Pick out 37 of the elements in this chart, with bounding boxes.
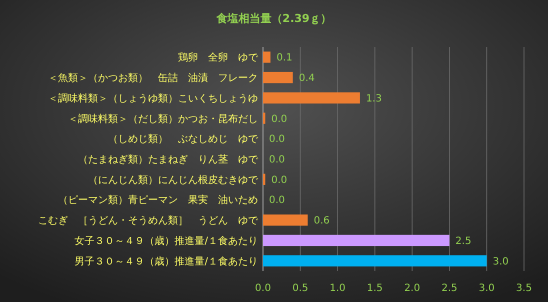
- bar: [263, 214, 308, 226]
- y-tick-label: 女子３０～４９（歳）推進量/１食あたり: [74, 234, 258, 247]
- data-label: 0.0: [269, 134, 285, 146]
- data-label: 0.0: [269, 195, 285, 206]
- data-label: 0.0: [271, 174, 288, 186]
- data-label: 0.0: [271, 114, 288, 125]
- y-tick-label: ＜調味料類＞（だし類）かつお・昆布だし: [68, 112, 258, 125]
- x-tick-label: 3.0: [478, 283, 495, 294]
- x-tick-label: 2.0: [404, 283, 420, 294]
- data-label: 2.5: [455, 236, 472, 247]
- data-label: 0.0: [269, 154, 285, 166]
- y-tick-label: ＜魚類＞（かつお類） 缶詰 油漬 フレーク: [48, 72, 258, 84]
- bar: [263, 92, 360, 104]
- x-tick-label: 1.5: [366, 283, 383, 294]
- y-tick-label: ＜調味料類＞（しょうゆ類）こいくちしょうゆ: [48, 92, 258, 104]
- x-tick-label: 3.5: [516, 283, 532, 294]
- bar: [263, 234, 450, 246]
- data-label: 0.1: [276, 52, 292, 64]
- x-tick-label: 1.0: [330, 283, 346, 294]
- data-label: 0.6: [314, 216, 330, 227]
- bar: [263, 255, 487, 266]
- y-tick-label: こむぎ ［うどん・そうめん類］ うどん ゆで: [38, 214, 259, 227]
- x-tick-label: 0.5: [292, 283, 308, 294]
- chart-title: 食塩相当量（2.39ｇ）: [215, 12, 332, 25]
- y-tick-label: （しめじ類） ぶなしめじ ゆで: [108, 133, 259, 146]
- data-label: 0.4: [298, 73, 315, 84]
- data-label: 1.3: [366, 93, 382, 104]
- y-tick-label: 鶏卵 全卵 ゆで: [178, 52, 259, 64]
- bar: [263, 52, 270, 63]
- x-tick-label: 0.0: [255, 283, 271, 294]
- y-tick-label: 男子３０～４９（歳）推進量/１食あたり: [74, 255, 258, 268]
- y-tick-label: （ピーマン類）青ピーマン 果実 油いため: [58, 194, 258, 206]
- y-tick-label: （にんじん類）にんじん根皮むきゆで: [88, 174, 259, 186]
- x-tick-label: 2.5: [441, 283, 458, 294]
- y-tick-label: （たまねぎ類）たまねぎ りん茎 ゆで: [78, 154, 259, 166]
- data-label: 3.0: [492, 256, 509, 268]
- bar: [263, 72, 293, 84]
